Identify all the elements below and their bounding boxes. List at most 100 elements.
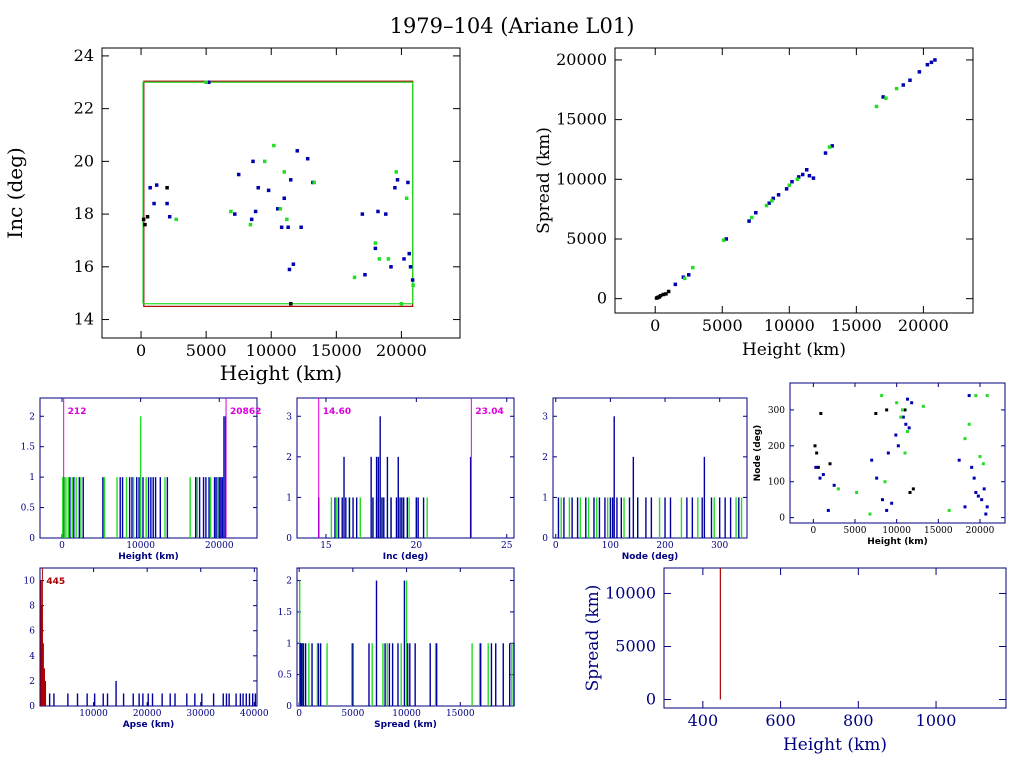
data-point [287,267,292,272]
data-point [907,426,911,430]
x-axis-label: Height (km) [742,340,846,360]
data-point [895,401,899,405]
data-point [295,149,300,153]
panel-spread_vs_height: 0 5000 10000 15000 20000 0 5000 10000 15000 20000… [534,47,974,360]
data-point [764,203,769,208]
data-point [299,225,303,230]
x-tick-label: 20000 [133,709,162,719]
range-marker-label: 23.04 [475,407,503,417]
panel-node_hist: 0 100 200 300 0 1 2 3 Node (deg) [542,397,748,562]
y-axis-label: Inc (deg) [3,147,27,238]
data-point [813,444,817,448]
data-point [974,490,978,494]
data-point [143,222,147,227]
y-tick-label: 3 [286,412,292,422]
y-tick-label: 5000 [615,636,656,655]
data-point [904,422,908,426]
x-tick-label: 20 [411,541,423,551]
y-axis-label: Spread (km) [534,127,554,234]
data-point [830,144,834,148]
data-point [985,505,989,509]
x-tick-label: 15000 [446,709,475,719]
panel-apse_hist: 10000 20000 30000 40000 0 2 4 6 8 10 Apse (km) 445 [24,567,269,730]
y-tick-label: 2 [29,412,35,422]
data-point [389,265,393,269]
x-tick-label: 100 [602,541,619,551]
data-point [967,422,971,426]
y-tick-label: 0.5 [278,671,293,681]
data-point [886,451,890,455]
x-tick-label: 10000 [392,709,421,719]
data-point [818,476,822,480]
data-point [885,508,889,512]
x-tick-label: 800 [843,711,874,730]
data-point [921,404,925,408]
y-tick-label: 2 [286,453,292,463]
data-point [658,293,663,298]
data-point [826,508,830,512]
data-point [174,217,178,222]
x-axis-label: Height (km) [867,537,928,547]
data-point [899,415,903,419]
data-point [408,265,413,269]
y-tick-label: 10 [24,577,36,587]
x-tick-label: 5000 [341,709,364,719]
range-box [142,81,414,305]
x-tick-label: 10000 [79,709,108,719]
y-tick-label: 0 [29,702,35,712]
data-point [724,237,729,241]
data-point [896,444,900,448]
data-point [204,80,208,85]
data-point [816,465,820,469]
panel-inc_vs_height: 0 5000 10000 15000 20000 14 16 18 20 22 24 Height (… [3,46,461,385]
data-point [399,301,404,306]
data-point [981,462,985,466]
data-point [305,156,310,161]
data-point [827,145,832,149]
data-point [868,512,872,516]
plot-frame [296,397,515,539]
y-tick-label: 0 [29,534,35,544]
data-point [229,209,233,214]
x-tick-label: 15000 [924,526,953,536]
data-point [661,292,666,297]
data-point [908,490,912,494]
data-point [771,196,775,201]
data-point [911,487,915,491]
y-tick-label: 22 [74,99,94,118]
data-point [148,185,152,190]
data-point [784,187,789,191]
data-point [870,458,874,462]
data-point [376,209,380,214]
data-point [881,498,884,502]
data-point [874,104,879,109]
x-tick-label: 20000 [376,341,427,360]
y-tick-label: 0 [779,514,785,524]
data-point [691,265,695,270]
data-point [804,168,809,172]
data-point [880,394,884,398]
data-point [721,238,726,242]
y-tick-label: 1 [29,473,35,483]
data-point [360,212,365,216]
x-tick-label: 10000 [126,541,155,551]
data-point [248,222,253,227]
data-point [970,465,974,469]
data-point [903,451,907,455]
data-point [154,183,159,187]
data-point [395,178,400,182]
data-point [754,210,758,215]
x-tick-label: 0 [296,709,302,719]
x-tick-label: 5000 [186,341,227,360]
data-point [256,185,260,190]
x-tick-label: 10000 [246,341,297,360]
x-tick-label: 600 [765,711,796,730]
data-point [908,78,912,82]
y-tick-label: 2 [29,677,35,687]
data-point [384,212,388,216]
y-axis-label: Spread (km) [583,585,603,692]
plot-frame [552,397,748,539]
x-tick-label: 5000 [844,526,867,536]
y-tick-label: 4 [29,652,35,662]
